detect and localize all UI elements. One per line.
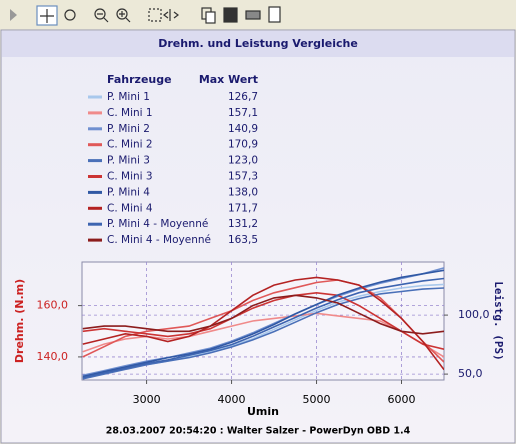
- series-lines: [82, 267, 444, 380]
- legend-value: 126,7: [228, 91, 258, 103]
- y2-axis-title: Leistg. (PS): [492, 281, 505, 360]
- legend-value: 123,0: [228, 155, 258, 167]
- x-tick-label: 6000: [388, 393, 416, 406]
- print-button[interactable]: [245, 10, 261, 20]
- x-tick-label: 3000: [133, 393, 161, 406]
- legend-value: 131,2: [228, 218, 258, 230]
- legend-value: 171,7: [228, 202, 258, 214]
- legend-header: Fahrzeuge: [107, 73, 172, 86]
- legend-label: P. Mini 2: [107, 123, 150, 135]
- legend-value: 163,5: [228, 234, 258, 246]
- copy-icon: [205, 11, 216, 24]
- expand-button[interactable]: [10, 9, 17, 21]
- toolbar-buttons: [10, 5, 281, 26]
- series-line: [82, 269, 444, 378]
- zoom-out-icon: [97, 13, 109, 23]
- legend-value: 140,9: [228, 123, 258, 135]
- legend-label: C. Mini 2: [107, 139, 153, 151]
- x-tick-label: 5000: [303, 393, 331, 406]
- zoom-in-button[interactable]: [116, 8, 128, 20]
- zoom-box-button[interactable]: [64, 9, 76, 21]
- legend-value: 157,3: [228, 171, 258, 183]
- series-line: [82, 287, 444, 380]
- legend-label: P. Mini 1: [107, 91, 150, 103]
- series-line: [82, 294, 444, 335]
- legend-label: P. Mini 4: [107, 186, 150, 198]
- select-button[interactable]: [148, 8, 162, 22]
- y-axis-title: Drehm. (N.m): [13, 279, 26, 363]
- pan-icon: [40, 9, 54, 23]
- title-band: [2, 31, 514, 57]
- legend-value: 138,0: [228, 186, 258, 198]
- save-button[interactable]: [223, 7, 238, 23]
- series-line: [82, 279, 444, 363]
- chart-panel: [0, 29, 516, 444]
- y2-tick-label: 100,0: [458, 308, 490, 321]
- legend-label: P. Mini 3: [107, 155, 150, 167]
- x-axis-title: Umin: [247, 405, 279, 418]
- legend-value: 157,1: [228, 107, 258, 119]
- series-line: [82, 277, 444, 379]
- preview-button[interactable]: [268, 6, 281, 23]
- legend-label: C. Mini 1: [107, 107, 153, 119]
- legend-label: P. Mini 4 - Moyenné: [107, 218, 208, 230]
- series-line: [82, 276, 444, 371]
- footer: 28.03.2007 20:54:20 : Walter Salzer - Po…: [106, 426, 411, 437]
- legend-label: C. Mini 4: [107, 202, 153, 214]
- fit-button[interactable]: [163, 9, 179, 21]
- series-line: [82, 267, 444, 377]
- legend-value: 170,9: [228, 139, 258, 151]
- y-tick-label: 140,0: [37, 350, 69, 363]
- series-line: [82, 291, 444, 350]
- legend-label: C. Mini 4 - Moyenné: [107, 234, 211, 246]
- x-tick-label: 4000: [218, 393, 246, 406]
- y2-tick-label: 50,0: [458, 367, 483, 380]
- series-line: [82, 312, 444, 358]
- zoom-out-button[interactable]: [94, 8, 106, 20]
- zoom-in-icon: [119, 11, 131, 23]
- legend-header: Max Wert: [199, 73, 258, 86]
- chart-title: Drehm. und Leistung Vergleiche: [158, 37, 358, 50]
- legend-label: C. Mini 3: [107, 171, 153, 183]
- y-tick-label: 160,0: [37, 299, 69, 312]
